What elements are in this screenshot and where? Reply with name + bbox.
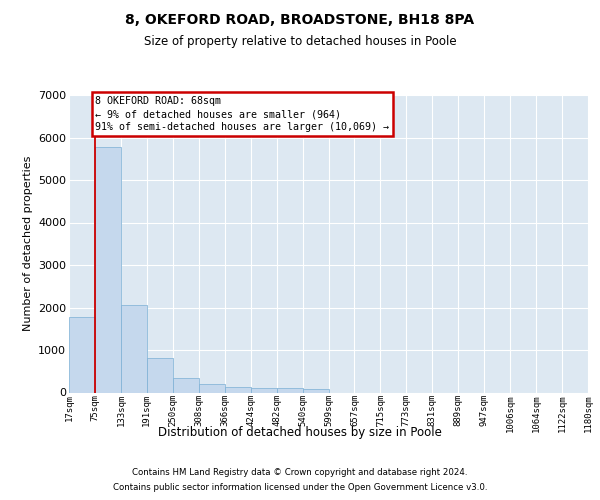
Text: Contains public sector information licensed under the Open Government Licence v3: Contains public sector information licen…	[113, 483, 487, 492]
Bar	[121, 305, 147, 392]
Bar	[302, 389, 329, 392]
Bar	[251, 388, 277, 392]
Bar	[277, 388, 302, 392]
Bar	[69, 317, 95, 392]
Text: Distribution of detached houses by size in Poole: Distribution of detached houses by size …	[158, 426, 442, 439]
Bar	[173, 378, 199, 392]
Bar	[199, 384, 224, 392]
Text: 8, OKEFORD ROAD, BROADSTONE, BH18 8PA: 8, OKEFORD ROAD, BROADSTONE, BH18 8PA	[125, 12, 475, 26]
Bar	[147, 358, 173, 392]
Text: Contains HM Land Registry data © Crown copyright and database right 2024.: Contains HM Land Registry data © Crown c…	[132, 468, 468, 477]
Bar	[225, 388, 251, 392]
Text: Size of property relative to detached houses in Poole: Size of property relative to detached ho…	[143, 35, 457, 48]
Text: 8 OKEFORD ROAD: 68sqm
← 9% of detached houses are smaller (964)
91% of semi-deta: 8 OKEFORD ROAD: 68sqm ← 9% of detached h…	[95, 96, 389, 132]
Y-axis label: Number of detached properties: Number of detached properties	[23, 156, 32, 332]
Bar	[95, 148, 121, 392]
